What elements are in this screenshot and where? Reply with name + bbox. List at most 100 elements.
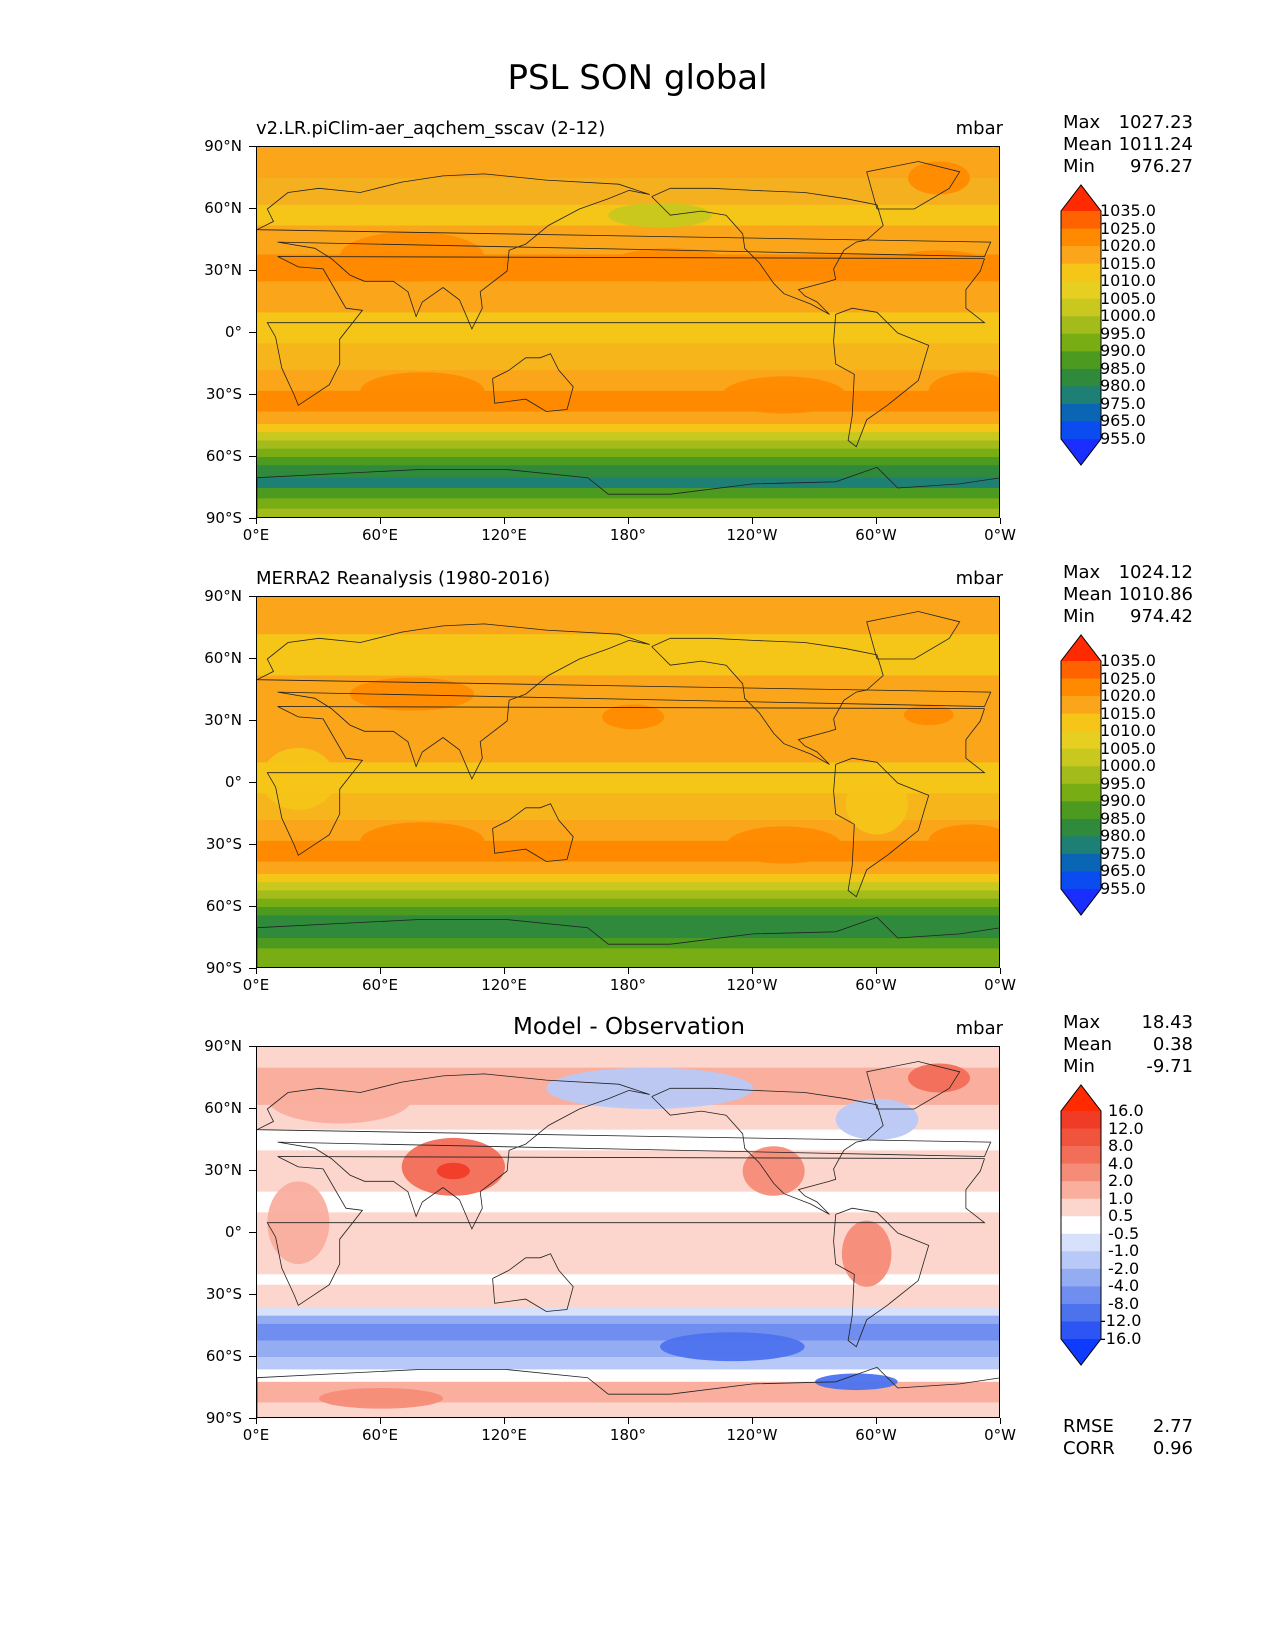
- coastline: [866, 161, 961, 210]
- coastline: [833, 307, 930, 448]
- colorbar-segment: [1061, 871, 1101, 890]
- lat-tick-label: 60°N: [204, 1099, 242, 1117]
- lon-tick-label: 180°: [609, 1426, 647, 1444]
- colorbar-outline: [1060, 634, 1102, 916]
- stat-value: 1010.86: [1118, 584, 1193, 605]
- pressure-band: [257, 1047, 999, 1069]
- metric-row: RMSE 2.77: [1063, 1416, 1193, 1438]
- stat-label: Min: [1063, 156, 1095, 177]
- pressure-band: [257, 890, 999, 900]
- colorbar-tick-label: -2.0: [1108, 1258, 1140, 1278]
- lat-tick-mark: [249, 1418, 256, 1419]
- pressure-band: [257, 861, 999, 875]
- pressure-anomaly-region: [267, 1073, 412, 1124]
- lat-tick-label: 0°: [224, 773, 242, 791]
- lon-tick-mark: [504, 1418, 505, 1424]
- colorbar-segment: [1061, 836, 1101, 855]
- colorbar-tick-label: 0.5: [1108, 1206, 1134, 1226]
- lon-tick-mark: [752, 1418, 753, 1424]
- pressure-band: [257, 1274, 999, 1286]
- stat-label: Max: [1063, 112, 1101, 133]
- pressure-band: [257, 948, 999, 960]
- stat-label: Max: [1063, 562, 1101, 583]
- pressure-anomaly-region: [608, 248, 733, 282]
- pressure-band: [257, 927, 999, 939]
- lat-tick-mark: [249, 456, 256, 457]
- stat-label: Mean: [1063, 1034, 1113, 1055]
- colorbar: [1060, 1084, 1102, 1370]
- colorbar-extend-min: [1061, 1339, 1101, 1365]
- lon-tick-label: 0°W: [984, 976, 1016, 994]
- lat-tick-mark: [249, 596, 256, 597]
- colorbar-segment: [1061, 766, 1101, 785]
- pressure-anomaly-region: [887, 250, 991, 280]
- map-panel: Model - Observation mbar 90°N 60°N 30°N 0° 30°…: [0, 1012, 1275, 1488]
- lon-tick-label: 180°: [609, 976, 647, 994]
- coastline: [492, 803, 574, 862]
- stat-value: 974.42: [1130, 606, 1193, 627]
- colorbar-tick-label: 990.0: [1100, 791, 1146, 811]
- colorbar-tick-label: 1035.0: [1100, 201, 1156, 220]
- lat-tick-label: 90°S: [205, 1409, 242, 1427]
- lon-tick-mark: [752, 518, 753, 524]
- lat-tick-mark: [249, 1356, 256, 1357]
- coastline: [866, 611, 961, 660]
- colorbar-tick-label: 1025.0: [1100, 218, 1156, 238]
- lon-tick-label: 0°W: [984, 1426, 1016, 1444]
- pressure-anomaly-region: [261, 747, 336, 810]
- lat-tick-mark: [249, 270, 256, 271]
- colorbar-extend-min: [1061, 439, 1101, 465]
- stat-value: 1011.24: [1118, 134, 1193, 155]
- colorbar-outline: [1060, 184, 1102, 466]
- pressure-band: [257, 488, 999, 500]
- colorbar-tick-label: 1035.0: [1100, 651, 1156, 670]
- lat-tick-label: 60°S: [205, 897, 242, 915]
- lon-tick-mark: [628, 518, 629, 524]
- pressure-band: [257, 411, 999, 425]
- stat-row: Max 1024.12: [1063, 562, 1193, 584]
- lat-tick-mark: [249, 1170, 256, 1171]
- stat-value: -9.71: [1146, 1056, 1193, 1077]
- stat-row: Mean 0.38: [1063, 1034, 1193, 1056]
- panel-title: MERRA2 Reanalysis (1980-2016): [256, 568, 551, 589]
- colorbar-tick-label: 1005.0: [1100, 738, 1156, 758]
- lat-tick-label: 30°N: [204, 1161, 242, 1179]
- panel-title: Model - Observation: [512, 1014, 746, 1040]
- pressure-anomaly-region: [360, 822, 485, 860]
- pressure-anomaly-region: [726, 826, 842, 864]
- colorbar-extend-max: [1061, 1085, 1101, 1111]
- lon-tick-mark: [876, 968, 877, 974]
- colorbar-tick-label: 980.0: [1100, 826, 1146, 846]
- coastline: [257, 1366, 999, 1417]
- colorbar-segment: [1061, 1163, 1101, 1182]
- pressure-anomaly-region: [928, 372, 999, 410]
- lat-tick-label: 60°N: [204, 649, 242, 667]
- coastline: [257, 1073, 992, 1230]
- pressure-band: [257, 477, 999, 489]
- colorbar-segment: [1061, 1303, 1101, 1322]
- colorbar-tick-label: 1010.0: [1100, 271, 1156, 291]
- stat-label: Min: [1063, 606, 1095, 627]
- lat-tick-mark: [249, 518, 256, 519]
- colorbar-tick-label: 1005.0: [1100, 288, 1156, 308]
- coastline: [257, 173, 992, 330]
- pressure-anomaly-region: [350, 677, 474, 711]
- stat-row: Mean 1011.24: [1063, 134, 1193, 156]
- lon-tick-label: 120°E: [481, 1426, 527, 1444]
- units-label: mbar: [955, 118, 1003, 139]
- lon-tick-mark: [256, 968, 257, 974]
- colorbar-tick-label: 955.0: [1100, 879, 1146, 898]
- colorbar-tick-label: 965.0: [1100, 411, 1146, 431]
- colorbar-segment: [1061, 298, 1101, 317]
- lon-tick-label: 60°W: [855, 976, 897, 994]
- lat-tick-label: 90°N: [204, 1037, 242, 1055]
- pressure-band: [257, 343, 999, 372]
- lat-tick-label: 90°N: [204, 137, 242, 155]
- colorbar-tick-label: 975.0: [1100, 843, 1146, 863]
- colorbar-segment: [1061, 281, 1101, 300]
- lon-tick-label: 60°E: [361, 526, 399, 544]
- colorbar-tick-label: 1015.0: [1100, 703, 1156, 723]
- colorbar-tick-label: -4.0: [1108, 1276, 1140, 1296]
- lon-tick-mark: [1000, 1418, 1001, 1424]
- pressure-band: [257, 1369, 999, 1383]
